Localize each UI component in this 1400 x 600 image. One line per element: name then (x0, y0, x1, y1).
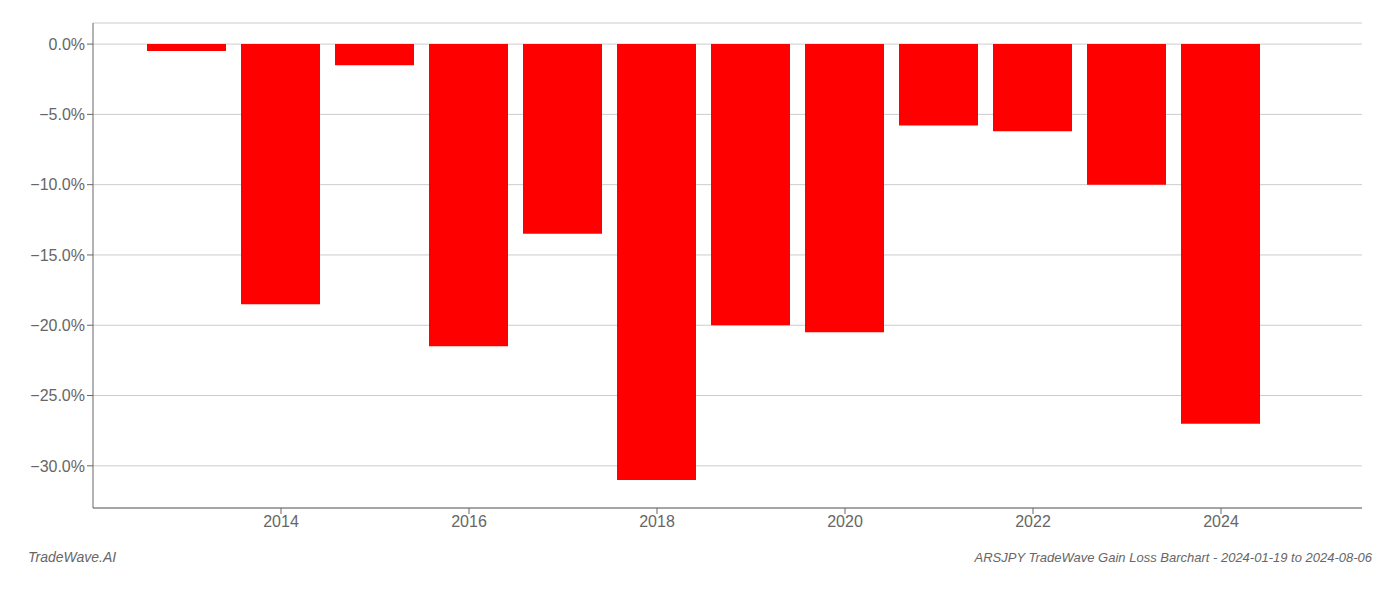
svg-text:−10.0%: −10.0% (30, 176, 85, 193)
svg-text:−30.0%: −30.0% (30, 458, 85, 475)
html-text:ARSJPY TradeWave Gain Loss Bar: ARSJPY TradeWave Gain Loss Barchart - 20… (974, 550, 1372, 565)
svg-text:2020: 2020 (827, 513, 863, 530)
svg-text:2024: 2024 (1203, 513, 1239, 530)
svg-text:−15.0%: −15.0% (30, 247, 85, 264)
svg-text:−25.0%: −25.0% (30, 387, 85, 404)
html-text:TradeWave.AI: TradeWave.AI (28, 549, 117, 565)
svg-text:2014: 2014 (263, 513, 299, 530)
svg-text:0.0%: 0.0% (49, 36, 85, 53)
svg-text:−5.0%: −5.0% (39, 106, 85, 123)
svg-text:−20.0%: −20.0% (30, 317, 85, 334)
svg-text:2016: 2016 (451, 513, 487, 530)
svg-text:2018: 2018 (639, 513, 675, 530)
svg-text:2022: 2022 (1015, 513, 1051, 530)
